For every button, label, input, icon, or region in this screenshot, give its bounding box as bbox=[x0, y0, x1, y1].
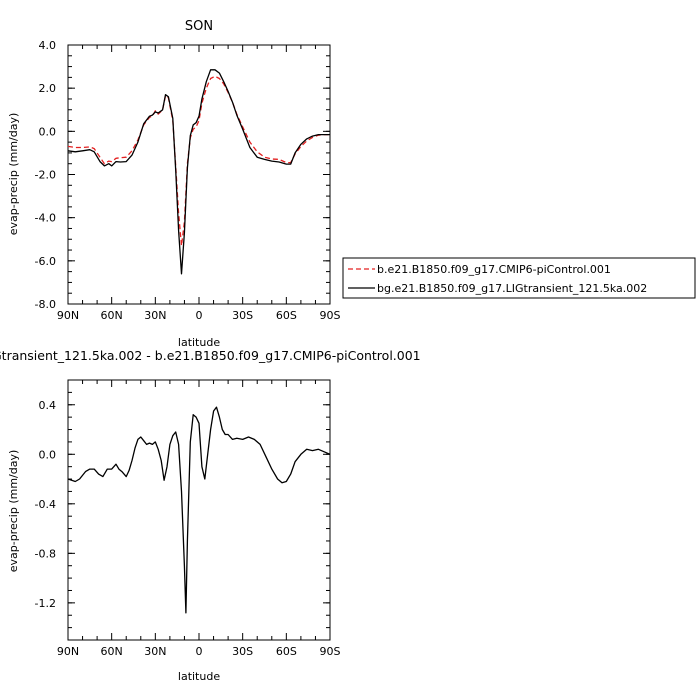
difference-x-tick-label: 0 bbox=[196, 645, 203, 658]
difference-x-tick-label: 60N bbox=[101, 645, 123, 658]
difference-y-tick-label: -0.4 bbox=[35, 498, 56, 511]
top-x-tick-label: 60S bbox=[276, 309, 297, 322]
top-y-tick-label: -6.0 bbox=[35, 255, 56, 268]
top-chart-xlabel: latitude bbox=[178, 336, 220, 349]
difference-chart-marks: 90N 60N 30N 0 30S 60S 90S 0.4 0.0 -0.4 -0.8 -1.2 bbox=[35, 379, 341, 658]
panel-top-chart: SON 90N 60N 30N 0 30S 60S 90S 4.0 2.0 0.0 -2.0 -4.0… bbox=[7, 19, 341, 349]
top-y-tick-label: 0.0 bbox=[39, 125, 57, 138]
top-series-line-2 bbox=[67, 69, 330, 275]
legend-box bbox=[342, 257, 696, 299]
difference-x-tick-label: 60S bbox=[276, 645, 297, 658]
top-x-tick-label: 30S bbox=[232, 309, 253, 322]
top-y-tick-label: 2.0 bbox=[39, 82, 57, 95]
top-x-tick-label: 60N bbox=[101, 309, 123, 322]
top-x-tick-label: 90S bbox=[320, 309, 341, 322]
difference-chart-ylabel: evap-precip (mm/day) bbox=[7, 450, 20, 573]
difference-y-tick-label: -0.8 bbox=[35, 547, 56, 560]
difference-chart-xlabel: latitude bbox=[178, 670, 220, 683]
top-series-line-1 bbox=[67, 75, 330, 247]
difference-chart-title: .LIGtransient_121.5ka.002 - b.e21.B1850.… bbox=[0, 348, 421, 363]
top-y-tick-label: -8.0 bbox=[35, 298, 56, 311]
difference-x-tick-label: 90N bbox=[57, 645, 79, 658]
difference-plot-frame bbox=[67, 379, 331, 641]
top-x-tick-label: 0 bbox=[196, 309, 203, 322]
difference-y-tick-label: 0.0 bbox=[39, 448, 57, 461]
difference-y-tick-label: 0.4 bbox=[39, 399, 57, 412]
legend-label-control: b.e21.B1850.f09_g17.CMIP6-piControl.001 bbox=[377, 263, 611, 276]
difference-x-tick-label: 30N bbox=[144, 645, 166, 658]
top-chart-title: SON bbox=[185, 19, 213, 34]
panel-difference-chart: .LIGtransient_121.5ka.002 - b.e21.B1850.… bbox=[0, 348, 421, 683]
legend: b.e21.B1850.f09_g17.CMIP6-piControl.001 … bbox=[342, 257, 696, 299]
top-chart-ylabel: evap-precip (mm/day) bbox=[7, 113, 20, 236]
top-plot-frame bbox=[67, 44, 331, 305]
top-y-tick-label: -4.0 bbox=[35, 212, 56, 225]
top-x-tick-label: 90N bbox=[57, 309, 79, 322]
top-y-tick-label: -2.0 bbox=[35, 169, 56, 182]
legend-label-transient: bg.e21.B1850.f09_g17.LIGtransient_121.5k… bbox=[377, 282, 647, 295]
difference-x-tick-label: 30S bbox=[232, 645, 253, 658]
difference-y-tick-label: -1.2 bbox=[35, 597, 56, 610]
top-x-tick-label: 30N bbox=[144, 309, 166, 322]
top-chart-marks: 90N 60N 30N 0 30S 60S 90S 4.0 2.0 0.0 -2.0 -4.0 -6.0… bbox=[35, 39, 341, 322]
difference-series-line-1 bbox=[67, 406, 331, 614]
top-y-tick-label: 4.0 bbox=[39, 39, 57, 52]
difference-x-tick-label: 90S bbox=[320, 645, 341, 658]
